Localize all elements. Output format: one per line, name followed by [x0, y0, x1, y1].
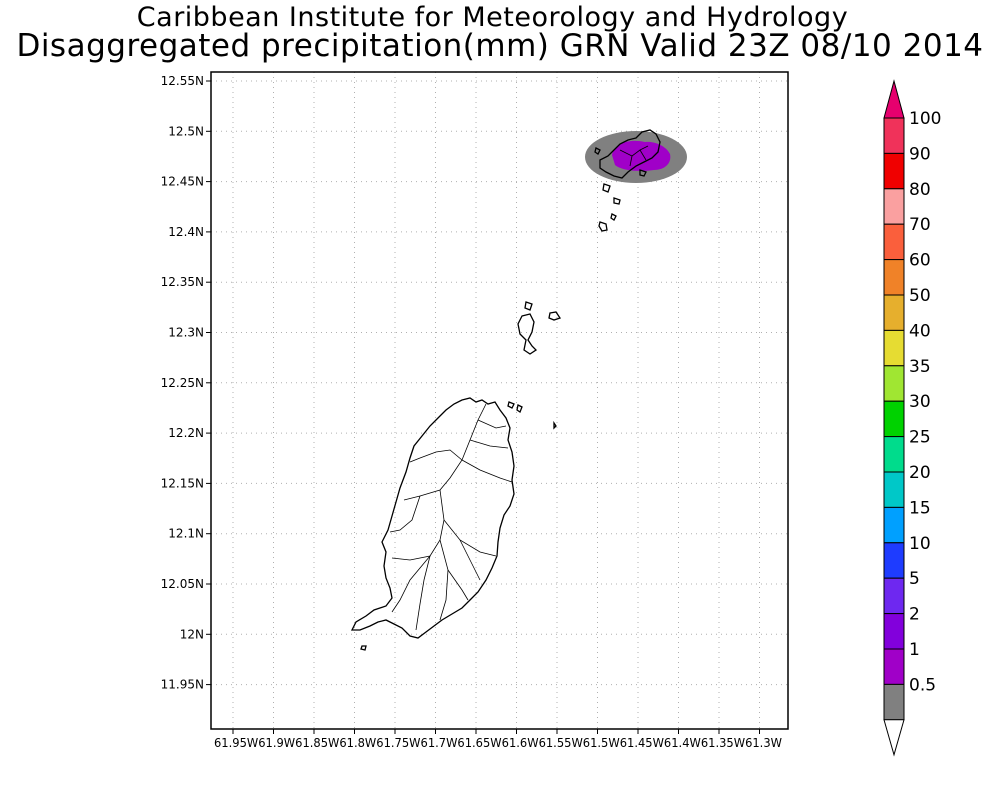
- islet-12: [594, 147, 601, 155]
- colorbar-segment: [883, 613, 905, 650]
- lat-tick-label: 12.45N: [161, 175, 204, 189]
- islet-13: [639, 169, 647, 177]
- lat-tick-label: 12.15N: [161, 476, 204, 490]
- lat-tick-label: 12.25N: [161, 376, 204, 390]
- precip-1mm-area: [612, 140, 671, 171]
- colorbar-label: 30: [909, 392, 931, 412]
- islet-9: [610, 213, 617, 221]
- islet-3: [553, 420, 557, 430]
- latitude-axis: 12.55N 12.5N 12.45N 12.4N 12.35N 12.3N 12.25N 1…: [161, 74, 211, 692]
- colorbar-label: 40: [909, 321, 931, 341]
- coastlines: [350, 129, 661, 651]
- islet-4: [360, 645, 367, 651]
- lat-tick-label: 12.5N: [168, 124, 204, 138]
- colorbar-label: 20: [909, 463, 931, 483]
- islet-1: [507, 401, 515, 409]
- colorbar-segment: [883, 683, 905, 721]
- colorbar-label: 0.5: [909, 675, 936, 695]
- colorbar-segment: [883, 188, 905, 225]
- longitude-tick-labels: 61.95W61.9W61.85W61.8W61.75W61.7W61.65W6…: [214, 736, 782, 750]
- colorbar-bottom-arrow: [883, 719, 905, 757]
- colorbar-segment: [883, 400, 905, 438]
- colorbar-segment: [883, 259, 905, 296]
- islet-11: [602, 183, 611, 193]
- colorbar-segment: [883, 542, 905, 579]
- colorbar-label: 50: [909, 286, 931, 306]
- lat-tick-label: 12.55N: [161, 74, 204, 88]
- colorbar-label: 100: [909, 109, 941, 129]
- colorbar-label: 80: [909, 180, 931, 200]
- lat-tick-label: 12.3N: [168, 326, 204, 340]
- colorbar-segment: [883, 329, 905, 367]
- colorbar-label: 25: [909, 428, 931, 448]
- lat-tick-label: 12.35N: [161, 275, 204, 289]
- islet-6: [517, 313, 538, 355]
- colorbar-segment: [883, 223, 905, 261]
- map-frame: [210, 71, 789, 730]
- colorbar-segment: [883, 506, 905, 544]
- carriacou-island-outline: [599, 129, 661, 179]
- colorbar-segment: [883, 577, 905, 615]
- colorbar-label: 70: [909, 215, 931, 235]
- islet-10: [613, 197, 621, 205]
- colorbar-label: 35: [909, 357, 931, 377]
- islet-2: [516, 404, 523, 413]
- colorbar-label: 2: [909, 605, 920, 625]
- colorbar-label: 1: [909, 640, 920, 660]
- colorbar-top-arrow: [883, 79, 905, 119]
- carriacou-parish-lines: [619, 145, 649, 167]
- colorbar-label: 5: [909, 569, 920, 589]
- lat-tick-label: 12.05N: [161, 577, 204, 591]
- colorbar-segment: [883, 117, 905, 154]
- grenada-island-outline: [350, 397, 515, 639]
- lat-tick-label: 12.4N: [168, 225, 204, 239]
- map-plot-area: [211, 72, 788, 729]
- colorbar-label: 10: [909, 534, 931, 554]
- colorbar-segment: [883, 294, 905, 331]
- colorbar-label: 90: [909, 144, 931, 164]
- precipitation-area: [585, 131, 687, 183]
- lat-tick-label: 12.2N: [168, 426, 204, 440]
- islet-8: [598, 221, 608, 232]
- lat-tick-label: 12N: [180, 627, 204, 641]
- chart-title-product: Disaggregated precipitation(mm) GRN Vali…: [16, 28, 984, 64]
- colorbar-label: 60: [909, 251, 931, 271]
- islet-5: [524, 301, 533, 311]
- longitude-axis: [232, 729, 760, 734]
- lat-tick-label: 12.1N: [168, 527, 204, 541]
- chart-title-institute: Caribbean Institute for Meteorology and …: [136, 2, 849, 33]
- colorbar-label: 15: [909, 498, 931, 518]
- colorbar-segment: [883, 436, 905, 473]
- lat-tick-label: 11.95N: [161, 678, 204, 692]
- colorbar-segment: [883, 648, 905, 685]
- colorbar-segment: [883, 471, 905, 508]
- islet-7: [548, 311, 562, 321]
- colorbar-segment: [883, 365, 905, 402]
- colorbar-legend: 100 90 80 70 60 50 40 35 30 25 20 15 10 5 2 1 0.5: [883, 79, 941, 757]
- grid-lines: [211, 72, 788, 729]
- grenada-parish-lines: [389, 403, 513, 631]
- colorbar-segment: [883, 152, 905, 190]
